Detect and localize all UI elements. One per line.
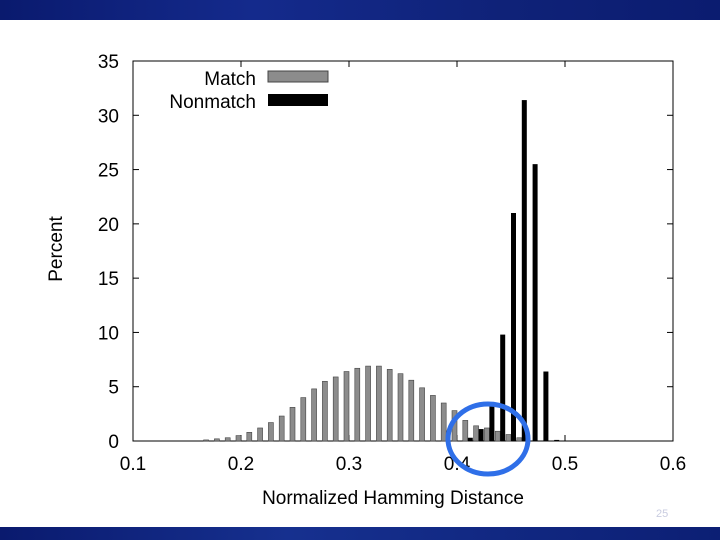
bar-nonmatch xyxy=(511,213,516,441)
top-banner xyxy=(0,0,720,20)
bar-match xyxy=(408,379,415,442)
bar-match xyxy=(235,435,242,442)
y-tick-label: 35 xyxy=(98,52,119,73)
bar-match xyxy=(300,397,307,442)
y-axis-label: Percent xyxy=(46,216,67,282)
bottom-banner xyxy=(0,527,720,540)
bar-match xyxy=(430,395,436,442)
bar-match xyxy=(224,437,231,442)
bar-match xyxy=(386,369,393,442)
x-tick-label: 0.5 xyxy=(552,454,578,475)
bar-match xyxy=(505,434,512,442)
bars xyxy=(203,100,560,442)
bar-match xyxy=(214,438,220,442)
y-tick-label: 25 xyxy=(98,161,119,182)
bar-match xyxy=(397,373,404,442)
bar-match xyxy=(484,427,490,442)
bar-nonmatch xyxy=(554,439,560,441)
bar-match xyxy=(419,387,425,442)
x-tick-label: 0.3 xyxy=(336,454,362,475)
bar-nonmatch xyxy=(478,429,484,441)
legend-label-nonmatch: Nonmatch xyxy=(169,92,256,113)
bar-match xyxy=(278,415,285,442)
bar-match xyxy=(516,437,523,442)
bar-match xyxy=(246,432,253,442)
bar-match xyxy=(311,388,317,442)
bar-match xyxy=(257,427,263,442)
x-axis-label: Normalized Hamming Distance xyxy=(262,488,524,509)
bar-match xyxy=(203,439,209,442)
legend-swatch-match xyxy=(267,70,329,83)
bar-nonmatch xyxy=(532,164,538,441)
bar-match xyxy=(322,380,328,442)
y-axis: 0 5 10 15 20 25 30 35 xyxy=(98,52,673,453)
bar-match xyxy=(462,420,469,442)
bar-nonmatch xyxy=(543,371,549,441)
bar-nonmatch xyxy=(467,437,473,441)
bar-match xyxy=(289,407,296,442)
bar-match xyxy=(268,422,274,442)
x-tick-label: 0.6 xyxy=(660,454,686,475)
legend-swatch-nonmatch xyxy=(268,94,328,106)
y-tick-label: 5 xyxy=(108,378,119,399)
bar-match xyxy=(376,365,382,442)
x-axis: 0.1 0.2 0.3 0.4 0.5 0.6 xyxy=(120,61,686,475)
bar-nonmatch xyxy=(489,406,495,441)
bar-nonmatch xyxy=(500,334,506,441)
y-tick-label: 20 xyxy=(98,215,119,236)
y-tick-label: 15 xyxy=(98,269,119,290)
y-tick-label: 0 xyxy=(108,432,119,453)
slide-number: 25 xyxy=(656,508,669,520)
x-tick-label: 0.2 xyxy=(228,454,254,475)
legend-label-match: Match xyxy=(204,69,256,90)
bar-match xyxy=(494,430,501,442)
bar-nonmatch xyxy=(521,100,527,441)
y-tick-label: 10 xyxy=(98,323,119,344)
y-tick-label: 30 xyxy=(98,106,119,127)
bar-match xyxy=(473,425,479,442)
bar-match xyxy=(354,367,361,442)
bar-match xyxy=(440,402,447,442)
x-tick-label: 0.1 xyxy=(120,454,146,475)
legend: Match Nonmatch xyxy=(169,69,329,113)
bar-match xyxy=(332,376,339,442)
bar-match xyxy=(343,371,350,442)
highlight-circle xyxy=(445,401,531,477)
bar-match xyxy=(365,365,371,442)
